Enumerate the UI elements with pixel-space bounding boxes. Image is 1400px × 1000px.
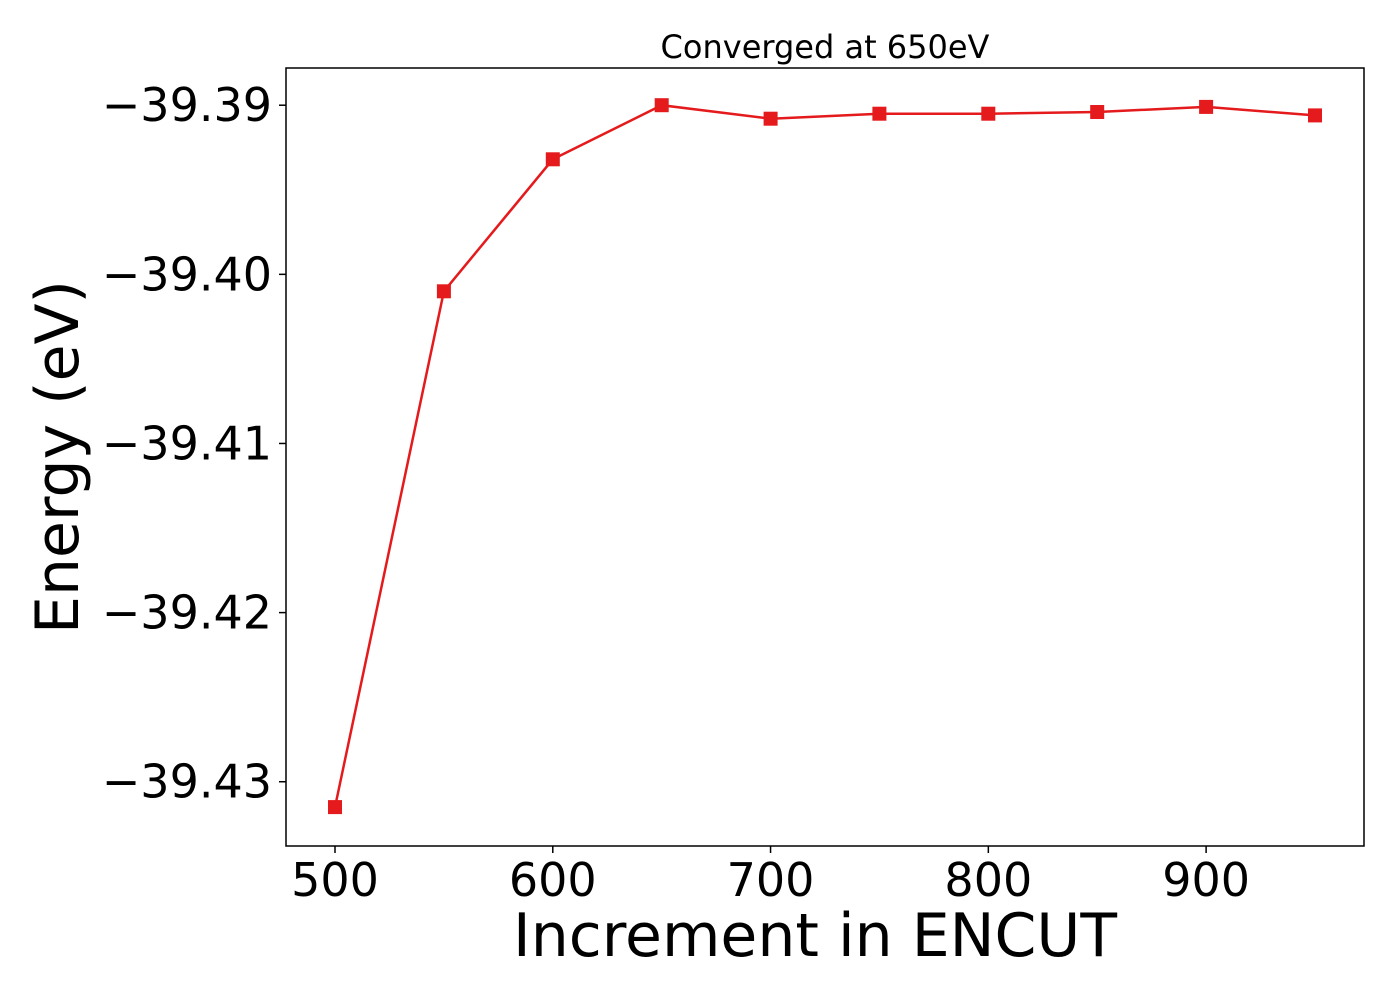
chart-title: Converged at 650eV [661,28,990,66]
x-tick-label: 500 [291,853,379,907]
data-point-marker [436,284,451,299]
y-axis: −39.39 −39.40 −39.41 −39.42 −39.43 [102,78,286,809]
data-point-marker [1199,99,1214,114]
plot-frame [285,67,1365,847]
x-axis-label: Increment in ENCUT [513,901,1117,971]
x-tick-label: 600 [509,853,597,907]
y-tick-label: −39.39 [102,78,272,132]
data-point-marker [545,152,560,167]
x-axis: 500 600 700 800 900 [291,846,1250,907]
y-axis-label: Energy (eV) [23,280,93,634]
data-point-marker [654,98,669,113]
x-tick-label: 700 [727,853,815,907]
data-point-marker [1090,105,1105,119]
y-tick-label: −39.42 [102,586,272,640]
y-tick-label: −39.43 [102,755,272,809]
data-point-marker [1308,108,1322,123]
series-line [333,103,1316,808]
data-point-marker [328,800,342,815]
y-tick-label: −39.40 [102,247,272,301]
data-point-marker [872,106,887,121]
data-point-marker [981,106,996,121]
x-tick-label: 800 [944,853,1032,907]
x-tick-label: 900 [1162,853,1250,907]
series-markers [328,98,1322,815]
y-tick-label: −39.41 [102,416,272,470]
data-point-marker [763,111,778,126]
